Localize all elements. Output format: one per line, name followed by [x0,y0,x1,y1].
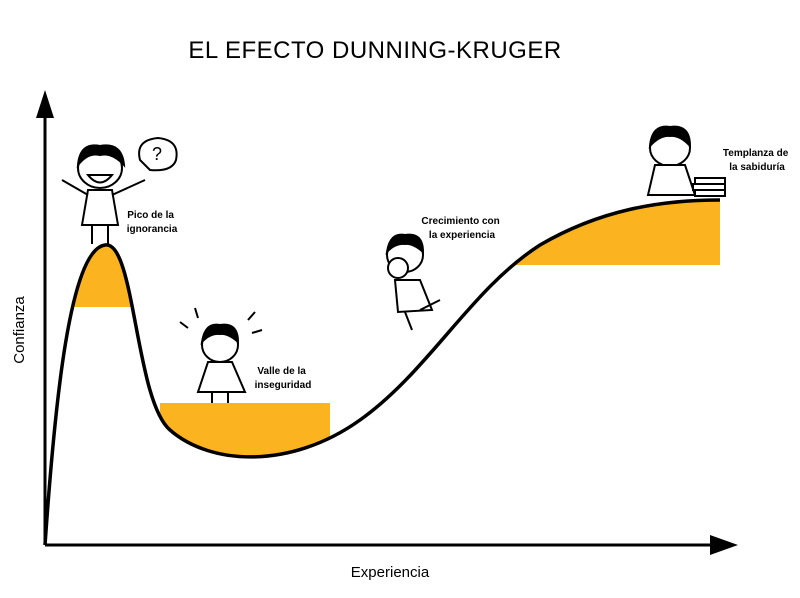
stage-label-line: Valle de la [257,366,306,377]
x-arrow [710,535,738,555]
stage-label-line: inseguridad [255,380,312,391]
stage-label-line: ignorancia [127,224,178,235]
stage-label: Crecimiento con la experiencia [421,216,502,241]
stage-label-line: Pico de la [127,210,174,221]
svg-text:?: ? [152,144,162,164]
stage-labels: Pico de la ignorancia Valle de la insegu… [127,148,791,391]
valley-area [160,403,330,483]
y-axis-label: Confianza [11,296,28,364]
stage-label: Valle de la inseguridad [255,366,312,391]
y-arrow [36,90,54,118]
stage-label-line: la experiencia [429,230,496,241]
character-growth [385,233,441,331]
stage-label: Pico de la ignorancia [127,210,178,235]
curve [43,198,721,546]
characters: ? [61,125,726,403]
stage-label-line: la sabiduría [729,162,785,173]
x-axis-label: Experiencia [351,564,430,581]
character-wisdom [646,125,726,197]
character-peak: ? [61,136,178,244]
character-valley [179,307,263,403]
title: EL EFECTO DUNNING-KRUGER [188,37,561,64]
stage-label-line: Crecimiento con [421,216,499,227]
stage-label: Templanza de la sabiduría [723,148,791,173]
stage-label-line: Templanza de [723,148,789,159]
axes [43,105,720,547]
